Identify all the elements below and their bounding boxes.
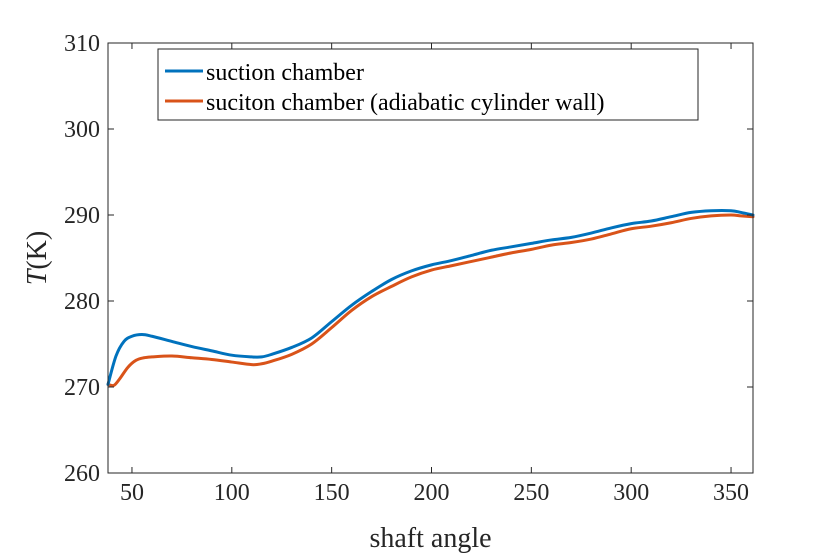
series-layer <box>106 208 755 388</box>
x-tick-label: 250 <box>513 480 549 506</box>
legend-entry-adiabatic-wall: suciton chamber (adiabatic cylinder wall… <box>206 90 605 116</box>
legend-box <box>157 48 699 121</box>
x-tick-label: 200 <box>413 480 449 506</box>
y-tick-label: 260 <box>64 461 100 487</box>
x-tick-label: 100 <box>214 480 250 506</box>
series-line-2 <box>106 213 755 388</box>
x-tick-label: 50 <box>120 480 144 506</box>
y-tick-label: 270 <box>64 375 100 401</box>
tick-layer: 50 100 150 200 250 300 350 260 270 280 290 300 310 <box>64 31 753 506</box>
y-axis-label: T(K) <box>22 231 53 285</box>
series-line-1 <box>106 208 755 386</box>
x-tick-label: 350 <box>713 480 749 506</box>
legend-entry-suction-chamber: suction chamber <box>206 60 364 86</box>
plot-frame <box>107 42 754 474</box>
legend: suction chamber suciton chamber (adiabat… <box>157 48 699 121</box>
y-axis-label-unit: (K) <box>22 231 53 270</box>
y-tick-label: 310 <box>64 31 100 57</box>
y-axis-label-variable: T <box>22 267 53 285</box>
y-tick-label: 300 <box>64 117 100 143</box>
x-axis-label: shaft angle <box>369 523 491 554</box>
x-tick-label: 150 <box>314 480 350 506</box>
y-tick-label: 290 <box>64 203 100 229</box>
y-tick-label: 280 <box>64 289 100 315</box>
x-tick-label: 300 <box>613 480 649 506</box>
